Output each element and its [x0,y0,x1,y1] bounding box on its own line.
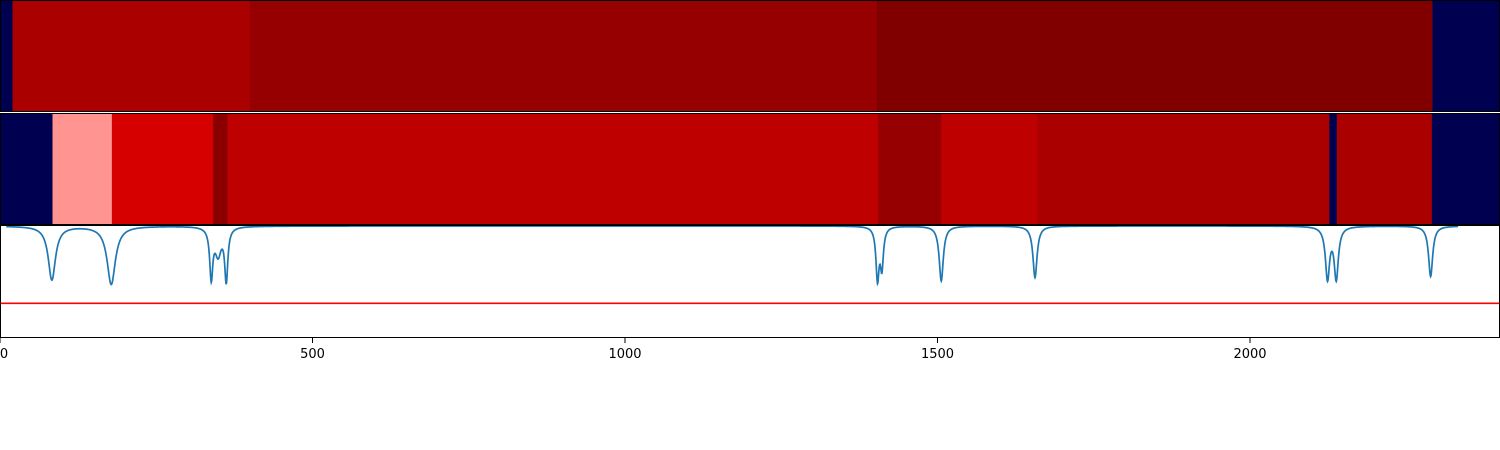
middle-band-segment-2 [111,113,214,225]
x-tick-label: 2000 [1233,347,1266,362]
top-band-heatmap [0,0,1500,112]
middle-band-segment-7 [1037,113,1330,225]
middle-band-segment-1 [52,113,113,225]
top-band-segment-4 [1432,0,1500,112]
x-tick-label: 0 [0,347,8,362]
middle-band-segment-4 [227,113,879,225]
x-tick-label: 1000 [608,347,641,362]
x-tick-label: 500 [300,347,325,362]
top-band-segment-3 [876,0,1433,112]
middle-band-segment-9 [1336,113,1433,225]
signal-line [6,225,1459,287]
signal-panel: 0 500 1000 1500 2000 [0,225,1500,362]
middle-band-segment-3 [213,113,228,225]
middle-band-segment-10 [1431,113,1500,225]
x-tick-label: 1500 [921,347,954,362]
middle-band-segment-0 [0,113,53,225]
middle-band-heatmap [0,113,1500,225]
middle-band-segment-8 [1329,113,1338,225]
x-axis: 0 500 1000 1500 2000 [0,338,1267,362]
top-band-segment-1 [12,0,251,112]
middle-band-segment-5 [878,113,942,225]
signal-plot-area [0,226,1500,338]
middle-band-segment-6 [941,113,1038,225]
top-band-segment-0 [0,0,13,112]
top-band-segment-2 [250,0,878,112]
